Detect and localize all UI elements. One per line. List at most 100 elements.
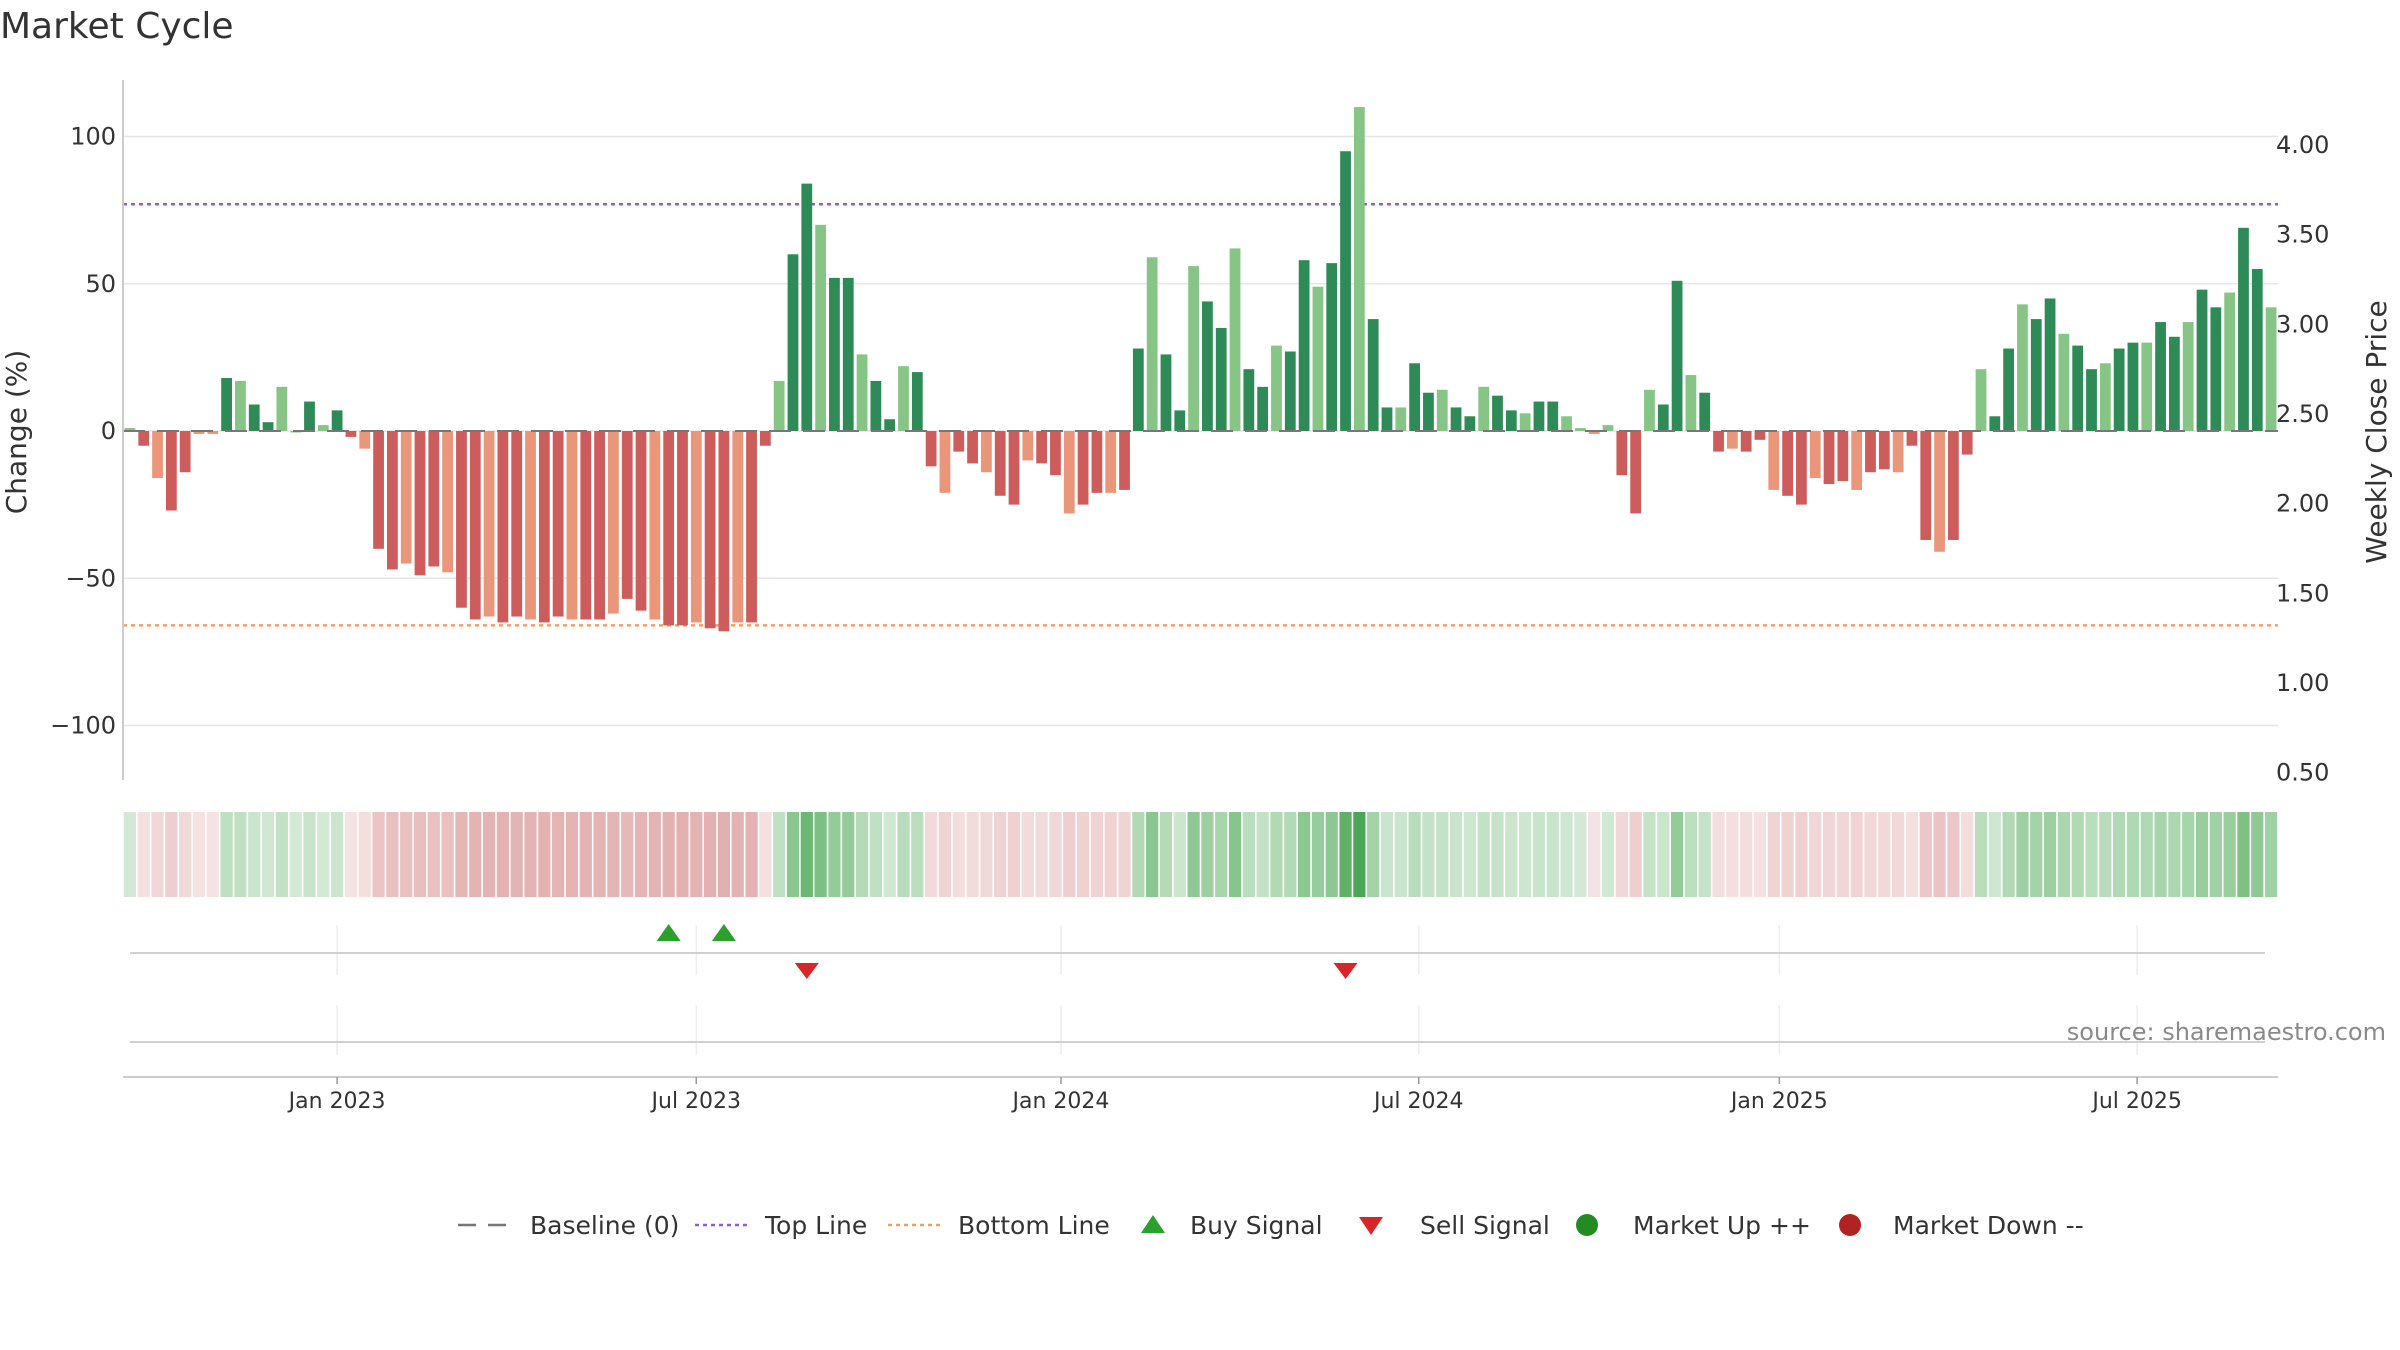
heat-cell xyxy=(123,812,137,897)
heat-cell xyxy=(2154,812,2167,897)
bar xyxy=(525,431,536,620)
heat-cell xyxy=(1242,812,1255,897)
bar xyxy=(1243,369,1255,431)
y2-tick-label: 2.00 xyxy=(2276,490,2329,518)
bar xyxy=(179,431,191,473)
bar xyxy=(580,431,592,620)
legend-swatch xyxy=(1359,1217,1383,1235)
heat-cell xyxy=(621,812,634,897)
bar xyxy=(1851,431,1863,490)
bar xyxy=(207,431,219,434)
buy-signal-marker xyxy=(656,924,681,941)
bar xyxy=(980,431,992,473)
bar xyxy=(1202,301,1213,431)
legend-swatch xyxy=(1141,1215,1165,1233)
heat-cell xyxy=(275,812,288,897)
bar xyxy=(262,422,274,431)
bar xyxy=(635,431,647,611)
bar xyxy=(165,431,177,511)
legend-label: Top Line xyxy=(764,1211,867,1240)
heat-cell xyxy=(2002,812,2015,897)
heat-cell xyxy=(1228,812,1242,897)
heat-cell xyxy=(1822,812,1836,897)
heat-cell xyxy=(2071,812,2084,897)
heat-cell xyxy=(1436,812,1449,897)
heat-cell xyxy=(2057,812,2070,897)
heat-cell xyxy=(828,812,841,897)
heat-cell xyxy=(994,812,1007,897)
heat-cell xyxy=(842,812,855,897)
legend-item: Buy Signal xyxy=(1141,1211,1323,1240)
bar xyxy=(2072,345,2084,431)
bar xyxy=(1132,348,1144,431)
heat-cell xyxy=(2223,812,2236,897)
heat-cell xyxy=(1988,812,2001,897)
bar xyxy=(1284,351,1296,431)
bar xyxy=(1630,431,1642,514)
heat-cell xyxy=(344,812,358,897)
heat-cell xyxy=(151,812,164,897)
chart-title: Market Cycle xyxy=(0,6,234,47)
heat-cell xyxy=(2237,812,2250,897)
legend-item: Baseline (0) xyxy=(458,1211,679,1240)
heat-cell xyxy=(1215,812,1228,897)
heat-cell xyxy=(1767,812,1780,897)
heat-cell xyxy=(1284,812,1297,897)
heat-cell xyxy=(2085,812,2098,897)
heat-cell xyxy=(317,812,330,897)
heat-cell xyxy=(966,812,979,897)
bar xyxy=(1975,369,1987,431)
bar xyxy=(1063,431,1075,514)
heat-cell xyxy=(303,812,316,897)
heat-cell xyxy=(261,812,275,897)
heat-cell xyxy=(607,812,620,897)
legend-swatch xyxy=(1839,1214,1861,1236)
heat-cell xyxy=(1035,812,1048,897)
heat-cell xyxy=(883,812,896,897)
bar xyxy=(1409,363,1421,431)
heat-cell xyxy=(137,812,150,897)
bar xyxy=(1174,410,1186,431)
heat-cell xyxy=(703,812,717,897)
heat-cell xyxy=(1187,812,1200,897)
heat-cell xyxy=(1408,812,1421,897)
bar xyxy=(1561,416,1572,431)
bar xyxy=(1575,428,1586,431)
heat-cell xyxy=(1974,812,1988,897)
heat-cell xyxy=(1615,812,1628,897)
bar xyxy=(193,431,205,434)
bar xyxy=(621,431,633,599)
heat-cell xyxy=(869,812,882,897)
heat-cell xyxy=(2016,812,2029,897)
heat-cell xyxy=(1146,812,1159,897)
bar-series xyxy=(123,107,2278,632)
bar xyxy=(2224,292,2236,431)
heat-cell xyxy=(455,812,468,897)
bar xyxy=(497,431,509,623)
reference-lines xyxy=(123,202,2278,627)
heat-cell xyxy=(1629,812,1642,897)
bar xyxy=(2169,336,2180,431)
heat-cell xyxy=(1698,812,1711,897)
heat-cell xyxy=(1007,812,1021,897)
heat-cell xyxy=(1339,812,1352,897)
bar xyxy=(1367,319,1379,431)
bar xyxy=(1796,431,1807,505)
legend-item: Market Up ++ xyxy=(1576,1211,1811,1240)
y2-tick-label: 2.50 xyxy=(2276,400,2329,428)
heat-cell xyxy=(1449,812,1463,897)
bar xyxy=(1713,431,1724,452)
bar xyxy=(953,431,965,452)
bar xyxy=(1740,431,1752,452)
heat-cell xyxy=(1505,812,1518,897)
sell-signal-marker xyxy=(794,963,819,979)
bar xyxy=(1657,404,1669,431)
bar xyxy=(1215,327,1227,431)
bar xyxy=(1865,431,1876,473)
heat-cell xyxy=(469,812,482,897)
bar xyxy=(1436,389,1448,431)
heat-cell xyxy=(248,812,261,897)
y-tick-label: −50 xyxy=(65,564,116,592)
y-axis-label: Change (%) xyxy=(0,350,33,515)
heat-cell xyxy=(331,812,344,897)
